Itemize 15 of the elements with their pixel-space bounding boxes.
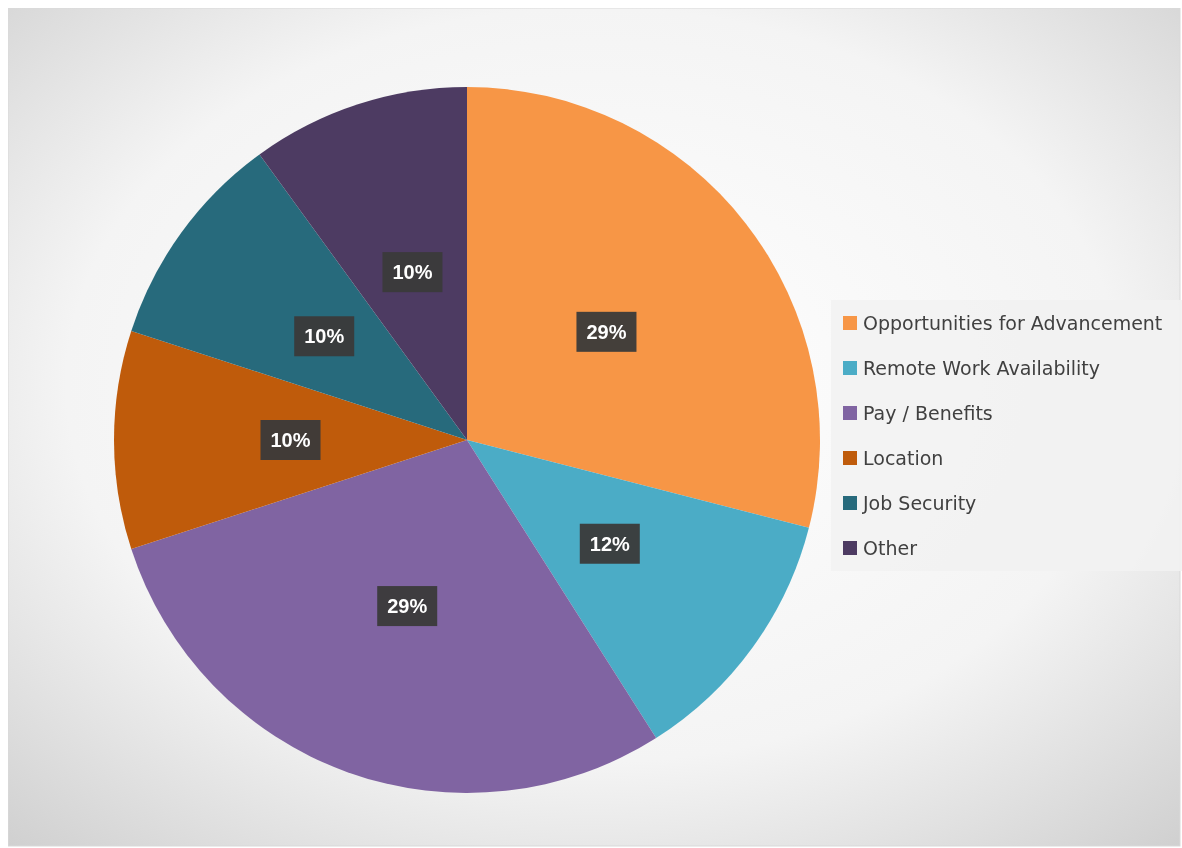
legend-label: Job Security [862,492,977,514]
legend-label: Other [863,537,918,559]
data-label: 12% [589,532,631,555]
pie-slice [467,440,809,739]
data-label: 29% [387,595,428,618]
data-label: 29% [586,320,627,343]
pie-slice [467,87,820,528]
data-label: 10% [392,261,433,284]
legend-label: Pay / Benefits [863,402,993,424]
legend-label: Opportunities for Advancement [863,312,1163,334]
data-label: 10% [270,429,311,451]
legend-label: Remote Work Availability [863,357,1101,379]
legend-label: Location [863,447,944,469]
data-label: 10% [304,325,345,348]
pie-slice [114,330,467,550]
